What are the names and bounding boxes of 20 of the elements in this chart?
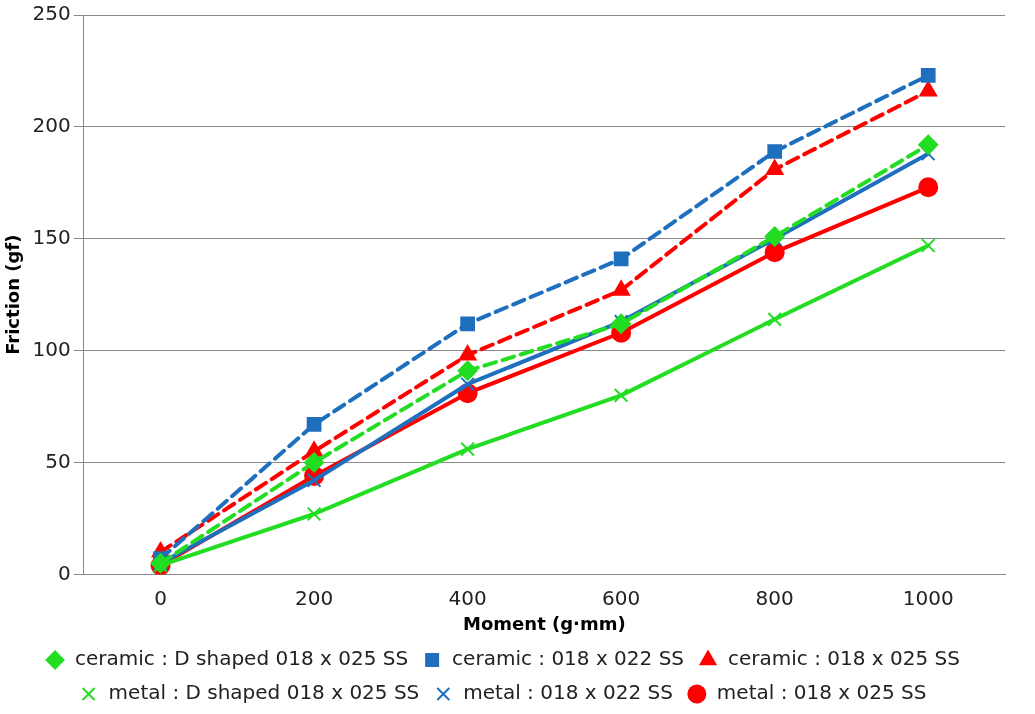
legend-label: metal : 018 x 025 SS: [716, 680, 927, 705]
y-axis-title: Friction (gf): [2, 234, 24, 355]
x-tick-label: 1000: [902, 585, 954, 610]
y-tick-label: 250: [32, 1, 71, 26]
legend-label: ceramic : 018 x 025 SS: [728, 646, 960, 671]
y-tick-label: 150: [32, 224, 71, 249]
x-tick-label: 0: [154, 585, 167, 610]
legend-label: metal : D shaped 018 x 025 SS: [108, 680, 420, 705]
y-tick-label: 0: [58, 560, 71, 585]
x-tick-label: 600: [602, 585, 641, 610]
legend-label: ceramic : D shaped 018 x 025 SS: [75, 646, 409, 671]
legend-label: metal : 018 x 022 SS: [463, 680, 673, 705]
x-axis-title: Moment (g·mm): [463, 612, 626, 634]
y-tick-label: 100: [32, 336, 71, 361]
y-tick-label: 50: [45, 448, 71, 473]
legend-label: ceramic : 018 x 022 SS: [452, 646, 685, 671]
x-tick-label: 400: [448, 585, 487, 610]
x-tick-label: 200: [294, 585, 334, 610]
x-tick-label: 800: [755, 585, 794, 610]
y-tick-label: 200: [32, 113, 71, 138]
